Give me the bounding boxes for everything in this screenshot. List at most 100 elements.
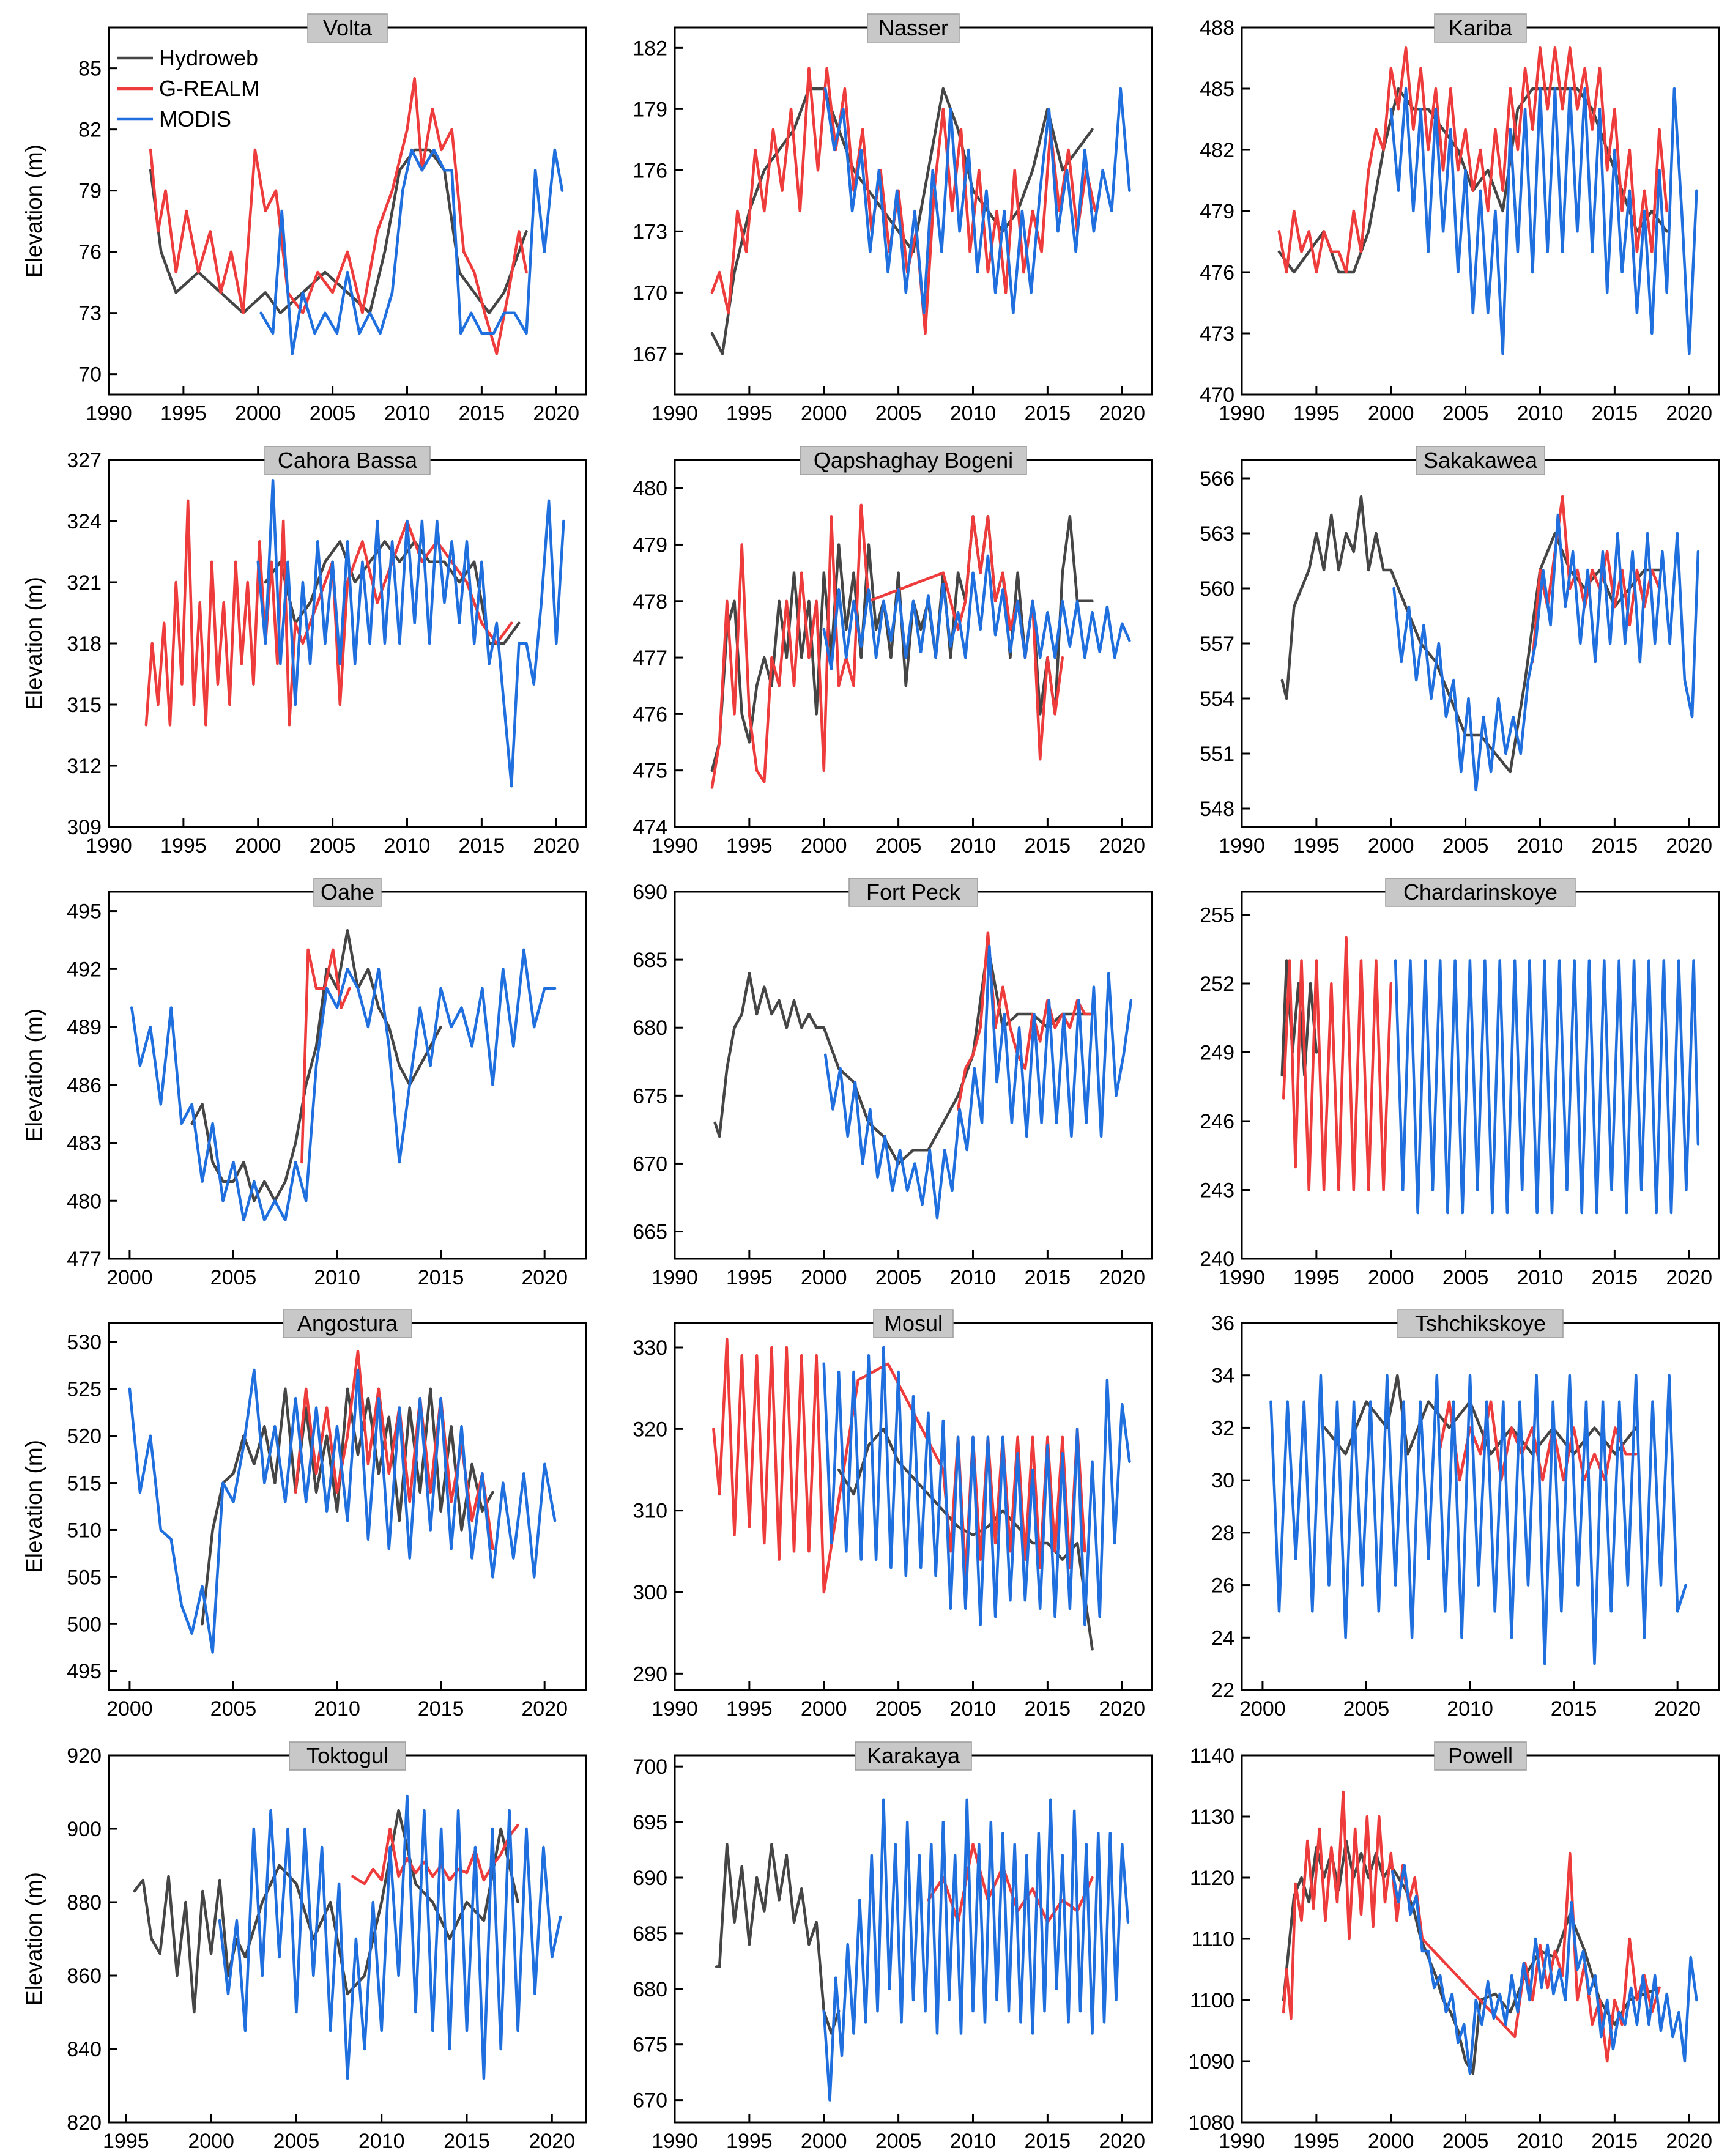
legend-label-g-realm: G-REALM bbox=[159, 76, 259, 101]
x-tick-label: 2010 bbox=[950, 834, 997, 858]
y-tick-label: 22 bbox=[1211, 1679, 1234, 1702]
x-tick-label: 2000 bbox=[801, 2130, 847, 2153]
x-tick-label: 1990 bbox=[652, 834, 698, 858]
y-tick-label: 1090 bbox=[1188, 2050, 1234, 2073]
x-tick-label: 2005 bbox=[875, 1266, 922, 1289]
y-tick-label: 85 bbox=[78, 57, 102, 81]
x-tick-label: 1995 bbox=[160, 402, 207, 425]
x-tick-label: 1990 bbox=[1219, 2130, 1265, 2153]
series-line-g-realm bbox=[149, 77, 528, 355]
y-tick-label: 489 bbox=[67, 1016, 102, 1039]
y-tick-label: 690 bbox=[633, 1867, 667, 1890]
series-line-g-realm bbox=[1277, 46, 1668, 274]
x-tick-label: 2015 bbox=[1551, 1697, 1597, 1721]
y-tick-label: 179 bbox=[633, 98, 667, 121]
y-tick-label: 840 bbox=[67, 2038, 102, 2061]
x-tick-label: 2020 bbox=[1099, 834, 1145, 858]
y-tick-label: 252 bbox=[1200, 972, 1234, 996]
x-tick-label: 1995 bbox=[1293, 402, 1340, 425]
x-tick-label: 2015 bbox=[1025, 834, 1071, 858]
x-tick-label: 2005 bbox=[310, 834, 356, 858]
series-line-modis bbox=[218, 1794, 562, 2080]
x-tick-label: 1995 bbox=[726, 1266, 773, 1289]
y-axis-label: Elevation (m) bbox=[21, 1872, 46, 2006]
y-tick-label: 1100 bbox=[1190, 1989, 1234, 2012]
y-tick-label: 486 bbox=[67, 1074, 102, 1097]
x-tick-label: 2015 bbox=[1025, 1697, 1071, 1721]
x-tick-label: 2020 bbox=[1666, 1266, 1712, 1289]
x-tick-label: 2000 bbox=[1239, 1697, 1286, 1721]
y-tick-label: 32 bbox=[1211, 1417, 1234, 1440]
plot-frame bbox=[674, 1754, 1153, 2124]
y-tick-label: 243 bbox=[1200, 1179, 1234, 1202]
y-tick-label: 1080 bbox=[1188, 2111, 1234, 2135]
chart-title-box bbox=[283, 1309, 412, 1338]
y-tick-label: 476 bbox=[1200, 261, 1234, 284]
chart-fort-peck: 1990 1995 2000 2005 2010 2015 2020 665 670 675 680… bbox=[633, 878, 1153, 1289]
y-tick-label: 477 bbox=[67, 1248, 102, 1271]
y-axis-label: Elevation (m) bbox=[21, 577, 46, 710]
plot-frame bbox=[1241, 459, 1720, 828]
x-tick-label: 2010 bbox=[950, 402, 997, 425]
x-tick-label: 2010 bbox=[1517, 402, 1564, 425]
x-tick-label: 1995 bbox=[726, 834, 773, 858]
chart-title: Fort Peck bbox=[866, 880, 961, 905]
x-tick-label: 2015 bbox=[1592, 834, 1638, 858]
series-line-hydroweb bbox=[201, 1387, 494, 1626]
y-tick-label: 30 bbox=[1211, 1469, 1234, 1492]
y-tick-label: 76 bbox=[78, 241, 102, 264]
y-tick-label: 477 bbox=[633, 646, 667, 670]
y-tick-label: 318 bbox=[67, 632, 102, 656]
x-tick-label: 2005 bbox=[210, 1266, 257, 1289]
series-line-modis bbox=[822, 1798, 1130, 2102]
y-tick-label: 473 bbox=[1200, 322, 1234, 346]
x-tick-label: 1990 bbox=[652, 1266, 698, 1289]
series-line-modis bbox=[1390, 1864, 1698, 2075]
x-tick-label: 2010 bbox=[950, 2130, 997, 2153]
x-tick-label: 2000 bbox=[188, 2130, 234, 2153]
y-tick-label: 70 bbox=[78, 363, 102, 387]
y-tick-label: 485 bbox=[1200, 78, 1234, 101]
x-tick-label: 2020 bbox=[533, 402, 579, 425]
y-tick-label: 665 bbox=[633, 1221, 667, 1244]
series-line-modis bbox=[822, 554, 1131, 670]
x-tick-label: 2020 bbox=[1099, 1266, 1145, 1289]
y-tick-label: 1130 bbox=[1190, 1806, 1234, 1829]
series-line-modis bbox=[1269, 1374, 1687, 1665]
x-tick-label: 2010 bbox=[1517, 2130, 1564, 2153]
x-tick-label: 2005 bbox=[875, 1697, 922, 1721]
x-tick-label: 2015 bbox=[459, 402, 505, 425]
x-tick-label: 2015 bbox=[1592, 2130, 1638, 2153]
y-tick-label: 315 bbox=[67, 694, 102, 717]
x-tick-label: 2000 bbox=[1368, 834, 1414, 858]
chart-title-box bbox=[800, 446, 1027, 475]
chart-title: Mosul bbox=[884, 1311, 943, 1336]
x-tick-label: 2000 bbox=[1368, 1266, 1414, 1289]
y-tick-label: 479 bbox=[1200, 200, 1234, 223]
y-tick-label: 920 bbox=[67, 1744, 102, 1768]
x-tick-label: 2020 bbox=[1099, 2130, 1145, 2153]
chart-title: Cahora Bassa bbox=[278, 448, 418, 473]
legend: Hydroweb G-REALM MODIS bbox=[117, 45, 259, 132]
y-axis-label: Elevation (m) bbox=[21, 1440, 46, 1573]
x-tick-label: 2000 bbox=[801, 1697, 847, 1721]
series-line-modis bbox=[823, 944, 1133, 1220]
y-tick-label: 820 bbox=[67, 2111, 102, 2135]
y-tick-label: 566 bbox=[1200, 467, 1234, 491]
x-tick-label: 2020 bbox=[1666, 2130, 1712, 2153]
y-tick-label: 483 bbox=[67, 1132, 102, 1155]
series-line-g-realm bbox=[1282, 936, 1393, 1191]
x-tick-label: 2015 bbox=[1592, 402, 1638, 425]
x-tick-label: 2000 bbox=[1368, 402, 1414, 425]
x-tick-label: 1995 bbox=[726, 2130, 773, 2153]
y-tick-label: 685 bbox=[633, 949, 667, 972]
x-tick-label: 2010 bbox=[314, 1697, 360, 1721]
x-tick-label: 2005 bbox=[310, 402, 356, 425]
series-line-modis bbox=[128, 1368, 557, 1654]
x-tick-label: 2005 bbox=[1442, 402, 1489, 425]
chart-qapshaghay-bogeni: 1990 1995 2000 2005 2010 2015 2020 474 475 476 477… bbox=[633, 446, 1153, 858]
y-tick-label: 470 bbox=[1200, 383, 1234, 407]
y-axis-label: Elevation (m) bbox=[21, 144, 46, 278]
chart-title: Qapshaghay Bogeni bbox=[814, 448, 1013, 473]
y-tick-label: 675 bbox=[633, 2034, 667, 2057]
